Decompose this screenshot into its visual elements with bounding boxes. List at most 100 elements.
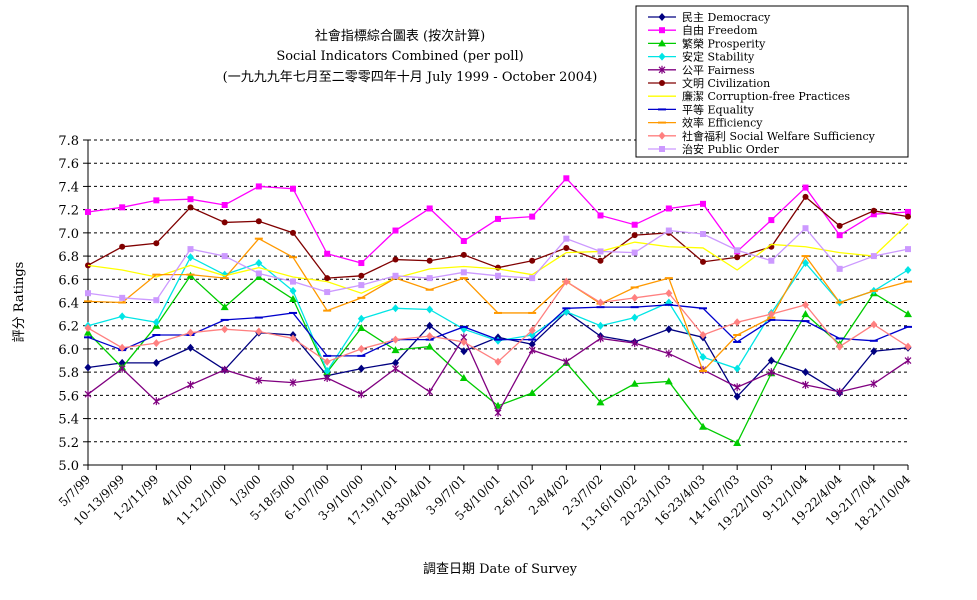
- data-point: [187, 253, 194, 262]
- y-tick-label: 5.2: [58, 436, 79, 451]
- data-point: [802, 184, 809, 191]
- y-tick-label: 5.4: [58, 413, 79, 428]
- data-point: [904, 342, 912, 351]
- data-point: [290, 229, 296, 236]
- data-point: [357, 390, 365, 399]
- data-point: [187, 204, 194, 211]
- data-point: [597, 334, 604, 343]
- data-point: [357, 344, 365, 353]
- legend-label: 廉潔 Corruption-free Practices: [682, 89, 850, 103]
- series-7: [87, 223, 909, 294]
- data-point: [323, 366, 331, 375]
- series-10: [84, 277, 912, 366]
- data-point: [870, 379, 878, 388]
- data-point: [357, 364, 365, 373]
- data-point: [700, 258, 706, 265]
- series-1: [84, 307, 912, 401]
- chart-subtitle-2: (一九九九年七月至二零零四年十月 July 1999 - October 200…: [223, 70, 598, 85]
- data-point: [426, 387, 434, 396]
- data-point: [529, 213, 536, 220]
- legend-label: 安定 Stability: [682, 50, 755, 64]
- data-point: [119, 204, 126, 211]
- data-point: [290, 278, 296, 285]
- data-point: [529, 257, 536, 264]
- data-point: [904, 310, 912, 318]
- chart-title: 社會指標綜合圖表 (按次計算): [315, 28, 485, 44]
- data-point: [153, 240, 160, 247]
- data-point: [630, 379, 639, 387]
- data-point: [289, 295, 297, 303]
- data-point: [426, 257, 433, 264]
- data-point: [324, 250, 331, 257]
- data-point: [659, 80, 665, 86]
- data-point: [426, 321, 434, 330]
- data-point: [358, 260, 365, 267]
- data-point: [495, 215, 501, 222]
- data-point: [119, 243, 126, 250]
- data-point: [358, 272, 365, 279]
- data-point: [700, 200, 706, 207]
- data-point: [734, 254, 741, 261]
- y-tick-label: 6.2: [58, 320, 79, 335]
- data-point: [659, 27, 665, 34]
- data-point: [870, 211, 877, 218]
- chart-subtitle: Social Indicators Combined (per poll): [276, 49, 523, 64]
- legend-label: 公平 Fairness: [682, 64, 755, 77]
- series-6: [85, 193, 911, 282]
- data-point: [802, 380, 809, 389]
- data-point: [289, 334, 297, 343]
- data-point: [392, 256, 399, 263]
- data-point: [528, 340, 536, 349]
- data-point: [631, 221, 638, 228]
- data-point: [529, 275, 536, 282]
- y-tick-label: 5.6: [58, 389, 79, 404]
- data-point: [870, 320, 878, 329]
- data-point: [153, 197, 160, 204]
- data-point: [665, 227, 672, 234]
- data-point: [802, 300, 809, 309]
- data-point: [631, 232, 638, 239]
- y-tick-label: 6.6: [58, 273, 79, 288]
- data-point: [528, 389, 537, 397]
- data-point: [659, 146, 665, 152]
- data-point: [152, 339, 160, 348]
- data-point: [563, 235, 570, 242]
- data-point: [631, 249, 638, 256]
- data-point: [220, 303, 229, 311]
- legend-item: 治安 Public Order: [648, 142, 780, 156]
- data-point: [495, 272, 501, 279]
- data-point: [733, 392, 741, 401]
- y-tick-label: 7.4: [58, 180, 79, 195]
- data-point: [664, 377, 673, 385]
- data-point: [84, 390, 92, 399]
- legend-item: 安定 Stability: [648, 50, 755, 64]
- data-point: [802, 193, 809, 200]
- series-8: [84, 303, 912, 357]
- x-axis-label: 調查日期 Date of Survey: [423, 562, 578, 577]
- series-line: [87, 223, 909, 294]
- data-point: [84, 363, 92, 372]
- data-point: [767, 356, 775, 365]
- data-point: [802, 225, 809, 232]
- data-point: [187, 380, 194, 389]
- data-point: [392, 227, 399, 234]
- data-point: [118, 312, 126, 321]
- data-point: [836, 387, 844, 396]
- legend-item: 文明 Civilization: [648, 76, 770, 90]
- data-point: [658, 131, 666, 140]
- data-point: [905, 213, 911, 220]
- legend-item: 公平 Fairness: [648, 64, 755, 77]
- data-point: [700, 231, 706, 238]
- data-point: [358, 282, 365, 289]
- data-point: [665, 205, 672, 212]
- legend-item: 繁榮 Prosperity: [648, 36, 766, 50]
- series-line: [87, 310, 909, 398]
- data-point: [221, 219, 228, 226]
- data-point: [425, 342, 434, 350]
- data-point: [221, 202, 228, 208]
- series-lines: [84, 175, 912, 446]
- data-point: [528, 326, 536, 335]
- data-point: [357, 314, 365, 323]
- series-line: [87, 237, 909, 373]
